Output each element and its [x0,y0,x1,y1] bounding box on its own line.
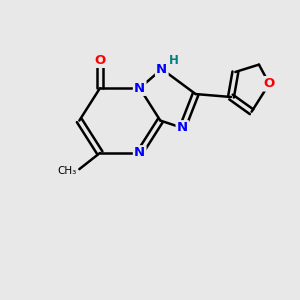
Text: O: O [94,54,106,67]
Text: N: N [134,82,145,95]
Text: N: N [177,122,188,134]
Text: O: O [264,77,275,90]
Text: H: H [169,54,179,67]
Text: N: N [156,62,167,76]
Text: CH₃: CH₃ [57,166,76,176]
Text: N: N [134,146,145,159]
